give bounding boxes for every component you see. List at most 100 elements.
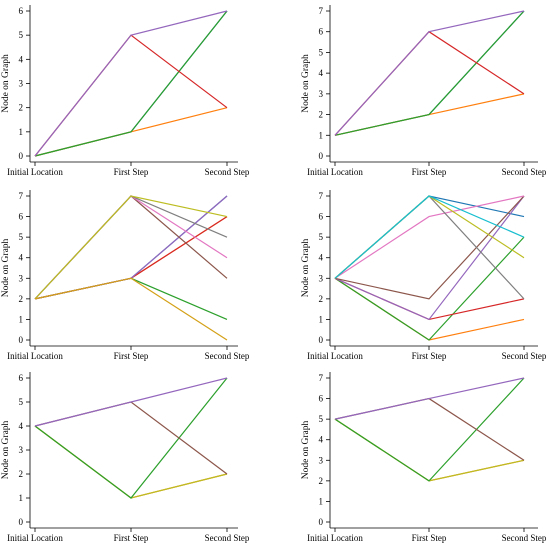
y-tick-label: 3	[19, 445, 24, 455]
x-tick-label: First Step	[412, 167, 447, 177]
series-line-9	[334, 195, 525, 279]
series-line-5	[34, 10, 228, 157]
series-line-2	[334, 418, 525, 482]
y-tick-label: 2	[19, 469, 24, 479]
chart-panel-1: 0 1 2 3 4 5 6 Initial Location First Step Second …	[1, 5, 250, 177]
series-line-1	[34, 195, 228, 300]
y-tick-label: 5	[19, 397, 24, 407]
chart-panel-3: 0 1 2 3 4 5 6 7 Initial Location First Step Second…	[1, 190, 250, 361]
series-line-4	[334, 30, 525, 136]
x-tick-label: Second Step	[205, 351, 250, 361]
series-line-1	[334, 10, 525, 136]
series-line-4	[34, 216, 228, 300]
y-tick-label: 1	[19, 314, 24, 324]
series-line-8	[334, 195, 525, 300]
series-line-3	[34, 377, 228, 499]
y-tick-label: 0	[19, 517, 24, 527]
x-tick-label: Second Step	[502, 533, 547, 543]
x-tick-label: Initial Location	[307, 351, 363, 361]
series-line-7	[334, 195, 525, 279]
y-tick-label: 6	[319, 394, 324, 404]
series-line-3	[334, 377, 525, 482]
chart-panel-6: 0 1 2 3 4 5 6 7 Initial Location First Step Second…	[301, 372, 547, 543]
series-line-9	[34, 195, 228, 300]
y-tick-label: 7	[319, 373, 324, 383]
x-tick-label: Second Step	[205, 167, 250, 177]
y-tick-label: 3	[19, 79, 24, 89]
y-tick-label: 0	[319, 335, 324, 345]
y-tick-label: 2	[19, 103, 24, 113]
y-tick-label: 3	[19, 273, 24, 283]
y-tick-label: 6	[319, 27, 324, 37]
y-axis-label: Node on Graph	[1, 238, 11, 297]
series-line-8	[34, 195, 228, 300]
y-tick-label: 4	[19, 253, 24, 263]
y-tick-label: 3	[319, 273, 324, 283]
y-tick-label: 6	[19, 212, 24, 222]
y-tick-label: 2	[319, 110, 324, 120]
series-line-2	[34, 216, 228, 300]
series-line-5	[334, 10, 525, 136]
y-tick-label: 5	[319, 232, 324, 242]
series-line-1	[34, 425, 228, 499]
series-line-3	[334, 10, 525, 136]
y-tick-label: 7	[19, 191, 24, 201]
y-tick-label: 0	[19, 335, 24, 345]
series-line-3	[34, 10, 228, 157]
x-tick-label: First Step	[114, 167, 149, 177]
y-tick-label: 5	[319, 47, 324, 57]
y-tick-label: 0	[19, 151, 24, 161]
y-tick-label: 1	[319, 496, 324, 506]
y-tick-label: 5	[19, 30, 24, 40]
y-tick-label: 7	[319, 6, 324, 16]
x-tick-label: Initial Location	[307, 533, 363, 543]
series-line-3	[334, 236, 525, 341]
series-line-10	[34, 277, 228, 341]
x-tick-label: First Step	[412, 351, 447, 361]
chart-panel-2: 0 1 2 3 4 5 6 7 Initial Location First Step Second…	[301, 5, 547, 177]
series-line-5	[34, 195, 228, 300]
x-tick-label: Second Step	[502, 351, 547, 361]
chart-panel-5: 0 1 2 3 4 5 6 Initial Location First Step Second …	[1, 372, 250, 543]
x-tick-label: Initial Location	[7, 351, 63, 361]
y-tick-label: 3	[319, 455, 324, 465]
y-tick-label: 4	[19, 421, 24, 431]
x-tick-label: First Step	[114, 533, 149, 543]
series-line-5	[34, 377, 228, 427]
y-tick-label: 0	[319, 151, 324, 161]
y-tick-label: 5	[19, 232, 24, 242]
series-line-2	[334, 277, 525, 341]
y-axis-label: Node on Graph	[1, 54, 11, 113]
y-tick-label: 0	[319, 517, 324, 527]
series-line-4	[34, 34, 228, 157]
y-tick-label: 4	[319, 435, 324, 445]
y-tick-label: 1	[319, 130, 324, 140]
series-line-1	[334, 418, 525, 482]
series-line-3	[34, 277, 228, 320]
y-tick-label: 4	[319, 253, 324, 263]
x-tick-label: Second Step	[502, 167, 547, 177]
y-tick-label: 6	[319, 212, 324, 222]
y-tick-label: 1	[19, 127, 24, 137]
x-tick-label: Second Step	[205, 533, 250, 543]
series-line-6	[34, 195, 228, 300]
series-line-1	[34, 10, 228, 157]
y-tick-label: 4	[19, 54, 24, 64]
y-axis-label: Node on Graph	[1, 420, 11, 479]
y-tick-label: 5	[319, 414, 324, 424]
chart-panel-4: 0 1 2 3 4 5 6 7 Initial Location First Step Second…	[301, 190, 547, 361]
y-tick-label: 6	[19, 6, 24, 16]
series-line-4	[34, 401, 228, 475]
series-line-6	[334, 195, 525, 300]
x-tick-label: First Step	[412, 533, 447, 543]
series-line-10	[334, 195, 525, 279]
y-tick-label: 4	[319, 68, 324, 78]
y-tick-label: 1	[19, 493, 24, 503]
y-tick-label: 2	[319, 476, 324, 486]
series-line-5	[334, 377, 525, 420]
y-axis-label: Node on Graph	[301, 238, 311, 297]
x-tick-label: Initial Location	[7, 167, 63, 177]
y-tick-label: 2	[319, 294, 324, 304]
y-tick-label: 6	[19, 373, 24, 383]
